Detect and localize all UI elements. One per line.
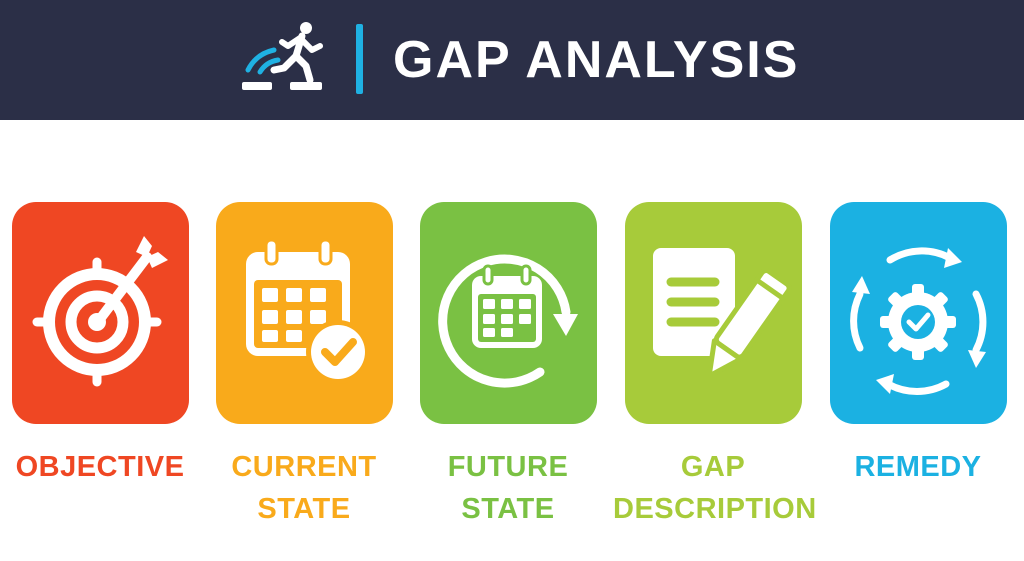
current-state-label-line2: STATE (257, 493, 351, 525)
gap-description-label-line2: DESCRIPTION (613, 493, 817, 525)
gear-cycle-check-icon (850, 247, 987, 395)
page-title: GAP ANALYSIS (393, 31, 800, 89)
running-up-steps-icon (242, 22, 323, 90)
future-state-label-line2: STATE (461, 493, 555, 525)
current-state-label-line1: CURRENT (231, 451, 377, 483)
objective-label: OBJECTIVE (0, 446, 200, 488)
future-state-label: FUTURE STATE (408, 446, 608, 530)
target-arrow-icon (32, 236, 168, 387)
gap-description-tile (625, 202, 802, 424)
gap-description-label: GAP DESCRIPTION (613, 446, 817, 530)
calendar-check-icon (246, 238, 370, 384)
objective-tile (12, 202, 189, 424)
calendar-cycle-icon (438, 254, 578, 388)
header-bar: GAP ANALYSIS (0, 0, 1024, 120)
remedy-tile (830, 202, 1007, 424)
objective-label-line: OBJECTIVE (15, 451, 185, 483)
remedy-label: REMEDY (818, 446, 1018, 488)
header-divider (356, 24, 363, 94)
future-state-label-line1: FUTURE (447, 451, 569, 483)
current-state-label: CURRENT STATE (204, 446, 404, 530)
gap-description-label-line1: GAP (680, 451, 746, 483)
current-state-tile (216, 202, 393, 424)
remedy-label-line: REMEDY (854, 451, 982, 483)
future-state-tile (420, 202, 597, 424)
document-pencil-icon (653, 248, 792, 379)
